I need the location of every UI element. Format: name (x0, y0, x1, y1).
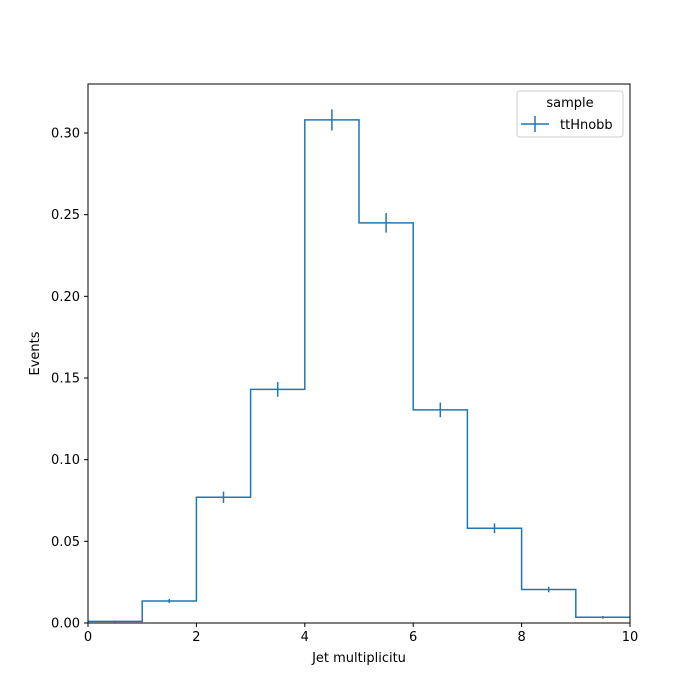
y-tick-label: 0.05 (51, 535, 80, 550)
y-tick-label: 0.30 (51, 127, 80, 142)
y-tick-label: 0.20 (51, 290, 80, 305)
x-tick-label: 8 (517, 630, 525, 645)
x-tick-label: 6 (409, 630, 417, 645)
plot-area (88, 109, 630, 623)
y-tick-label: 0.00 (51, 617, 80, 632)
legend-entry-ttHnobb: ttHnobb (560, 118, 613, 133)
x-tick-label: 0 (84, 630, 92, 645)
x-tick-label: 4 (301, 630, 309, 645)
legend: sample ttHnobb (516, 90, 624, 138)
x-axis-label: Jet multiplicitu (311, 651, 406, 666)
x-tick-label: 2 (192, 630, 200, 645)
x-axis: 0 2 4 6 8 10 (84, 623, 638, 645)
y-tick-label: 0.25 (51, 208, 80, 223)
histogram-step-line (88, 119, 630, 623)
y-axis-label: Events (28, 331, 43, 375)
y-axis: 0.00 0.05 0.10 0.15 0.20 0.25 0.30 (51, 127, 88, 632)
legend-title: sample (546, 96, 593, 111)
legend-box (516, 90, 624, 138)
y-tick-label: 0.10 (51, 453, 80, 468)
x-tick-label: 10 (622, 630, 639, 645)
axes-frame (87, 83, 631, 624)
y-tick-label: 0.15 (51, 372, 80, 387)
